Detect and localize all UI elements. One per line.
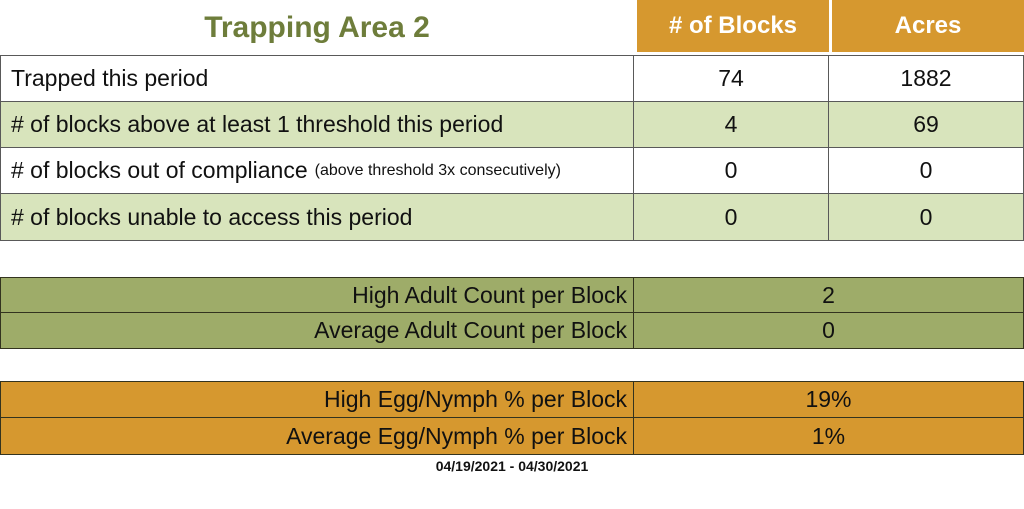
summary-value: 19% xyxy=(805,386,852,412)
blocks-value: 74 xyxy=(634,56,829,101)
page-title: Trapping Area 2 xyxy=(0,0,634,55)
blocks-value: 4 xyxy=(634,102,829,147)
blocks-value: 0 xyxy=(634,148,829,193)
row-label: # of blocks above at least 1 threshold t… xyxy=(1,102,634,147)
acres-value: 1882 xyxy=(900,65,952,91)
summary-row: High Adult Count per Block 2 xyxy=(1,278,1023,313)
acres-value: 0 xyxy=(919,157,933,183)
date-range: 04/19/2021 - 04/30/2021 xyxy=(435,458,589,474)
adult-count-section: High Adult Count per Block 2 Average Adu… xyxy=(0,277,1024,349)
summary-value: 2 xyxy=(822,281,835,308)
row-label-note: (above threshold 3x consecutively) xyxy=(314,161,561,179)
table-row: # of blocks out of compliance (above thr… xyxy=(1,148,1023,194)
summary-label: Average Adult Count per Block xyxy=(1,313,634,348)
table-row: # of blocks above at least 1 threshold t… xyxy=(1,102,1023,148)
acres-value: 69 xyxy=(913,111,939,137)
blocks-value: 0 xyxy=(634,194,829,240)
acres-value: 0 xyxy=(919,203,933,230)
row-label: # of blocks unable to access this period xyxy=(1,194,634,240)
main-table-header: Trapping Area 2 # of Blocks Acres xyxy=(0,0,1024,55)
row-label-text: Trapped this period xyxy=(11,65,209,91)
table-row: Trapped this period 74 1882 xyxy=(1,56,1023,102)
summary-label: High Egg/Nymph % per Block xyxy=(1,382,634,417)
summary-row: High Egg/Nymph % per Block 19% xyxy=(1,382,1023,418)
row-label: # of blocks out of compliance (above thr… xyxy=(1,148,634,193)
summary-row: Average Adult Count per Block 0 xyxy=(1,313,1023,348)
table-row: # of blocks unable to access this period… xyxy=(1,194,1023,240)
row-label-text: # of blocks unable to access this period xyxy=(11,203,413,230)
summary-value: 0 xyxy=(822,317,835,343)
egg-nymph-section: High Egg/Nymph % per Block 19% Average E… xyxy=(0,381,1024,455)
column-header-acres: Acres xyxy=(829,0,1024,55)
main-table: Trapped this period 74 1882 # of blocks … xyxy=(0,55,1024,241)
row-label-text: # of blocks above at least 1 threshold t… xyxy=(11,111,504,137)
row-label-text: # of blocks out of compliance xyxy=(11,157,308,183)
summary-label: Average Egg/Nymph % per Block xyxy=(1,418,634,454)
summary-row: Average Egg/Nymph % per Block 1% xyxy=(1,418,1023,454)
summary-value: 1% xyxy=(811,422,846,449)
row-label: Trapped this period xyxy=(1,56,634,101)
column-header-blocks: # of Blocks xyxy=(634,0,829,55)
summary-label: High Adult Count per Block xyxy=(1,278,634,312)
